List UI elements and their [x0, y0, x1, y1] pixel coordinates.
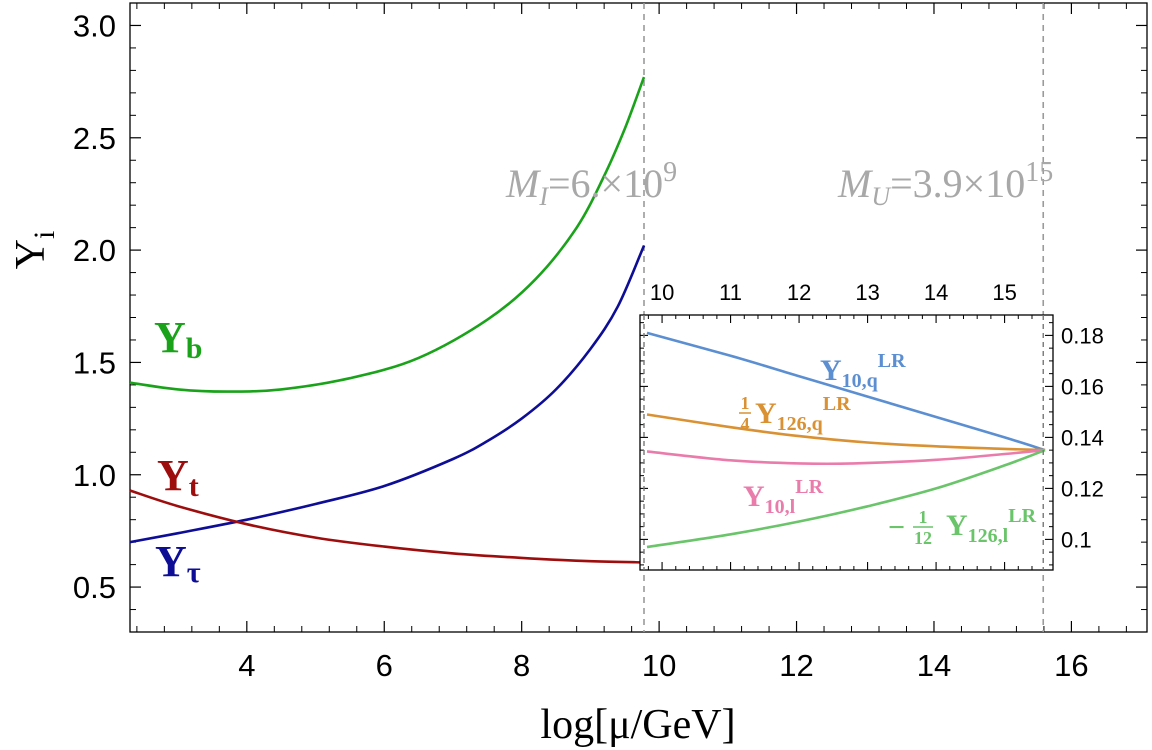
label-Yb: Yb: [154, 313, 202, 365]
label-Ytau: Yτ: [155, 537, 201, 589]
y-tick-label: 0.5: [73, 570, 116, 605]
x-tick-label: 12: [779, 648, 813, 683]
x-tick-label: 6: [376, 648, 393, 683]
curve-Yt: [129, 489, 645, 564]
mass-annotation-unification: MU=3.9×1015: [837, 157, 1053, 211]
inset-y-tick-label: 0.14: [1061, 425, 1104, 450]
inset-frame: [639, 314, 1054, 571]
coef-twelfth-den: 12: [914, 528, 932, 548]
inset-x-tick-label: 15: [992, 280, 1016, 305]
inset-x-tick-label: 14: [924, 280, 948, 305]
inset-x-tick-label: 12: [787, 280, 811, 305]
inset-axis-ticks: [640, 315, 1053, 570]
x-tick-label: 10: [642, 648, 676, 683]
main-curves: [129, 76, 646, 564]
inset-y-tick-label: 0.18: [1061, 323, 1104, 348]
x-tick-label: 16: [1054, 648, 1088, 683]
inset-curve-Y10,l: [646, 448, 1046, 466]
inset-curve-Y10,q: [646, 331, 1046, 452]
curve-Yb: [129, 76, 646, 393]
inset-curves: [646, 331, 1046, 549]
y-tick-label: 1.0: [73, 458, 116, 493]
inset-curve-Y126,q: [646, 413, 1046, 452]
reference-lines: [643, 3, 1045, 632]
label-Y10q: Y10,qLR: [820, 350, 906, 392]
x-tick-label: 14: [917, 648, 951, 683]
main-axis-ticks: [130, 2, 1147, 632]
curve-Yτ: [129, 245, 646, 544]
label-Y126l: − 1 12 Y126,lLR: [888, 505, 1037, 548]
y-tick-label: 2.0: [73, 233, 116, 268]
coef-quarter-num: 1: [741, 393, 750, 413]
inset-x-tick-label: 13: [855, 280, 879, 305]
x-tick-label: 4: [238, 648, 255, 683]
y-axis-label: Yi: [8, 231, 61, 270]
label-Y126q: 1 4 Y126,qLR: [739, 393, 851, 435]
label-Y126l-text: Y126,lLR: [946, 505, 1037, 547]
label-Y10l: Y10,lLR: [743, 476, 824, 518]
inset-background: [640, 315, 1053, 570]
main-tick-labels: 4 6 8 10 12 14 160.51.01.52.02.53.0: [73, 8, 1089, 683]
label-Y126q-text: Y126,qLR: [755, 393, 851, 435]
inset-x-tick-label: 11: [719, 280, 742, 305]
label-Yt: Yt: [157, 451, 199, 503]
inset-tick-labels: 10 11 12 13 14 150.10.120.140.160.18: [650, 280, 1104, 552]
inset-y-tick-label: 0.16: [1061, 374, 1104, 399]
inset-reference-lines: [643, 315, 1044, 570]
inset-y-tick-label: 0.12: [1061, 476, 1104, 501]
y-tick-label: 2.5: [73, 121, 116, 156]
inset-x-tick-label: 10: [650, 280, 674, 305]
mass-annotation-intermediate: MI=6.×109: [505, 157, 677, 211]
coef-twelfth-num: 1: [919, 507, 928, 527]
y-tick-label: 1.5: [73, 345, 116, 380]
x-axis-label: log[μ/GeV]: [540, 702, 735, 748]
inset-y-tick-label: 0.1: [1061, 527, 1092, 552]
inset-curve-Y126,l: [646, 448, 1046, 549]
y-tick-label: 3.0: [73, 8, 116, 43]
x-tick-label: 8: [513, 648, 530, 683]
coef-minus: −: [888, 511, 905, 544]
coef-quarter-den: 4: [741, 414, 750, 434]
